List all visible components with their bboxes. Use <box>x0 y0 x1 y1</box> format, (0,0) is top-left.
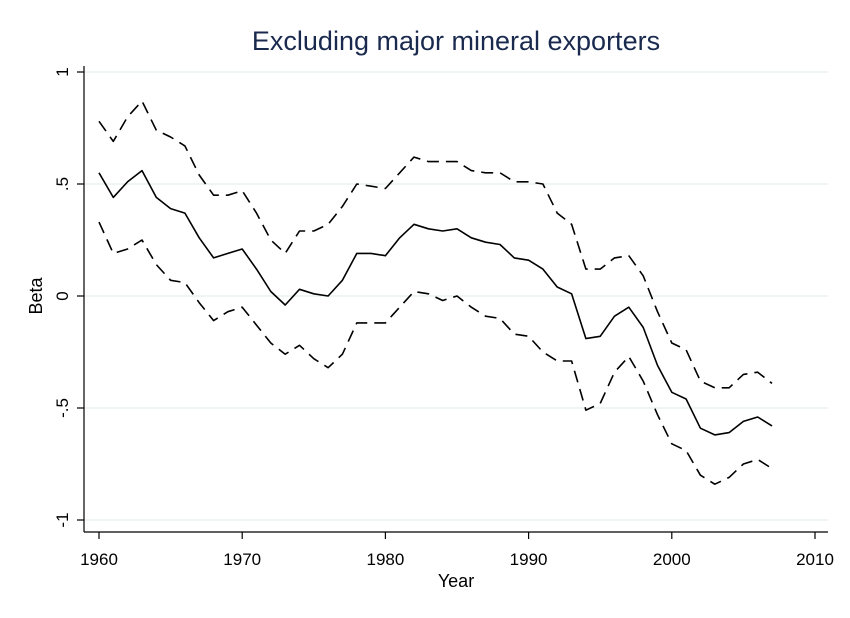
beta-line <box>98 169 773 436</box>
y-tick-label: -1 <box>53 512 72 527</box>
x-tick-label: 1970 <box>223 550 261 569</box>
axes <box>83 66 828 533</box>
x-tick-label: 2010 <box>796 550 834 569</box>
x-tick-label: 1980 <box>366 550 404 569</box>
x-tick-label: 1960 <box>80 550 118 569</box>
y-tick-label: 1 <box>53 67 72 76</box>
chart-title: Excluding major mineral exporters <box>252 26 660 56</box>
x-axis-ticks: 1960 1970 1980 1990 2000 2010 <box>80 532 834 569</box>
y-tick-label: -.5 <box>53 398 72 418</box>
x-tick-label: 2000 <box>653 550 691 569</box>
y-axis-ticks: 1 .5 0 -.5 -1 <box>53 67 84 528</box>
x-axis-label: Year <box>438 571 474 591</box>
series-group <box>98 100 773 486</box>
y-tick-label: 0 <box>53 291 72 300</box>
lower-bound-line <box>98 221 773 486</box>
upper-bound-line <box>98 100 773 389</box>
y-axis-label: Beta <box>26 276 46 314</box>
y-tick-label: .5 <box>53 177 72 191</box>
x-tick-label: 1990 <box>510 550 548 569</box>
